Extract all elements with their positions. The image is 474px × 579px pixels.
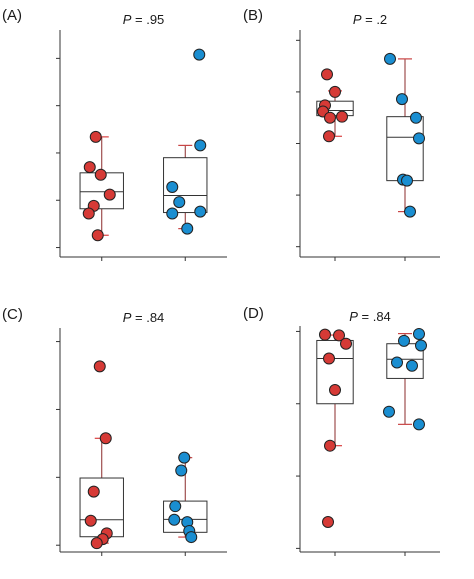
data-point (166, 207, 179, 220)
panel-letter: (D) (243, 305, 264, 322)
data-point (391, 356, 403, 369)
p-symbol: P (353, 12, 362, 27)
data-point (194, 139, 207, 152)
data-point (329, 384, 341, 397)
panel-title: P = .84 (349, 309, 391, 324)
data-point (323, 130, 335, 143)
data-point (90, 537, 103, 550)
data-point (322, 515, 334, 528)
data-point (173, 196, 186, 209)
panel-letter: (C) (2, 306, 23, 323)
data-point (181, 222, 194, 235)
data-point (99, 432, 112, 445)
data-point (413, 418, 425, 431)
data-point (168, 513, 181, 526)
panel-letter: (B) (243, 7, 263, 24)
panel-title: P = .84 (123, 310, 165, 325)
data-point (383, 405, 395, 418)
data-point (87, 485, 100, 498)
data-point (103, 188, 116, 201)
data-point (91, 229, 104, 242)
panel-letter: (A) (2, 7, 22, 24)
data-point (89, 130, 102, 143)
p-value: = .84 (131, 310, 164, 325)
panel-0: (A) P = .95 (2, 7, 227, 261)
data-point (324, 111, 336, 124)
panel-2: (C) P = .84 (2, 306, 227, 556)
box-miOil (79, 477, 124, 538)
data-point (321, 68, 333, 81)
p-symbol: P (123, 12, 132, 27)
data-point (175, 464, 188, 477)
data-point (166, 181, 179, 194)
data-point (178, 451, 191, 464)
p-symbol: P (349, 309, 358, 324)
data-point (82, 207, 95, 220)
data-point (193, 48, 206, 61)
data-point (324, 439, 336, 452)
p-symbol: P (123, 310, 132, 325)
data-point (94, 168, 107, 181)
panel-3: (D) P = .84 (243, 305, 440, 556)
p-value: = .95 (131, 12, 164, 27)
data-point (93, 360, 106, 373)
data-point (401, 174, 413, 187)
data-point (396, 93, 408, 106)
data-point (319, 328, 331, 341)
data-point (398, 334, 410, 347)
data-point (340, 337, 352, 350)
data-point (406, 359, 418, 372)
data-point (194, 205, 207, 218)
data-point (169, 500, 182, 513)
panel-title: P = .95 (123, 12, 165, 27)
data-point (336, 110, 348, 123)
panel-1: (B) P = .2 (243, 7, 440, 261)
data-point (413, 132, 425, 145)
data-point (404, 205, 416, 218)
data-point (323, 352, 335, 365)
data-point (185, 531, 198, 544)
data-point (329, 85, 341, 98)
data-point (333, 329, 345, 342)
p-value: = .84 (358, 309, 391, 324)
box-noLub (386, 116, 424, 182)
panel-title: P = .2 (353, 12, 387, 27)
p-value: = .2 (362, 12, 388, 27)
data-point (410, 111, 422, 124)
data-point (84, 514, 97, 527)
data-point (384, 52, 396, 65)
data-point (415, 339, 427, 352)
data-point (83, 161, 96, 174)
data-point (413, 327, 425, 340)
